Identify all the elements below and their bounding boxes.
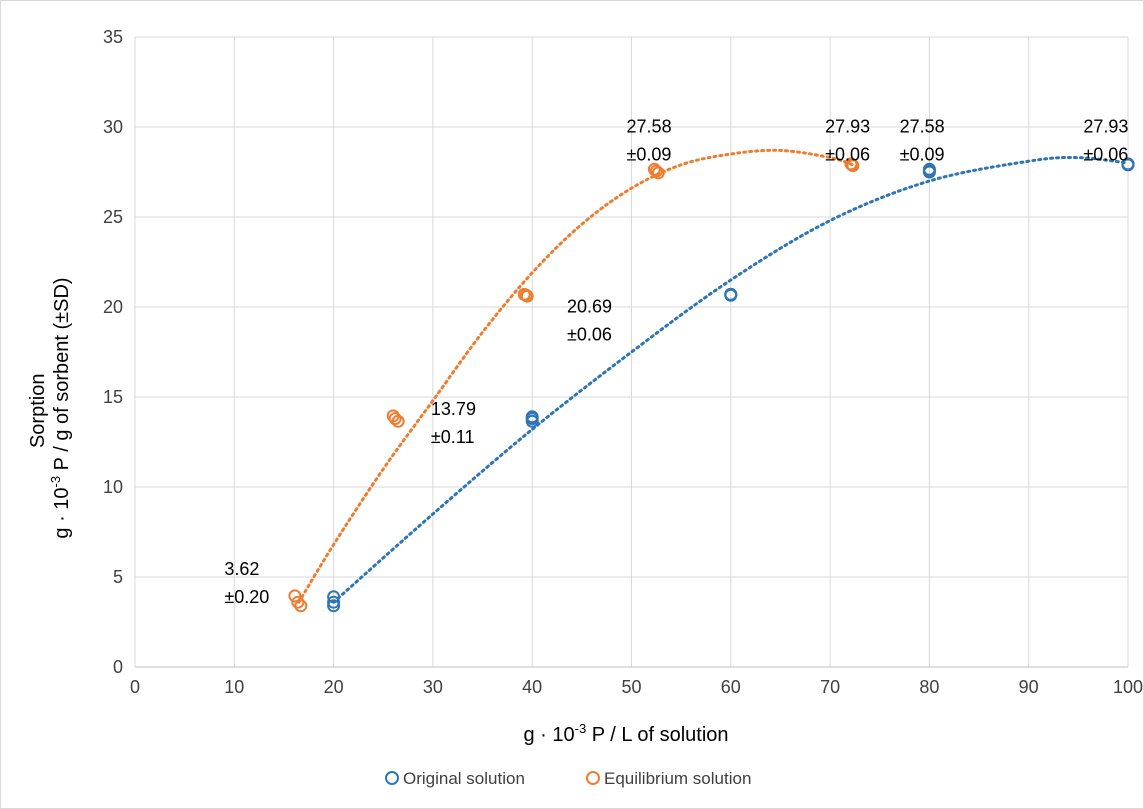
point-original [327,599,341,613]
point-equilibrium [391,414,405,428]
point-equilibrium [647,162,661,176]
tick-labels: 0 10 20 30 40 50 60 70 80 90 100 0 5 10 15 20 25 30 35 [103,27,1143,697]
y-tick-label: 35 [103,27,123,47]
point-equilibrium [288,589,302,603]
legend-marker-original [385,771,399,785]
legend-label-equilibrium: Equilibrium solution [604,769,751,788]
annotation-sd: ±0.09 [900,144,945,164]
annotation-value: 27.93 [1083,116,1128,136]
point-equilibrium [294,599,308,613]
legend: Original solution Equilibrium solution [385,769,751,788]
data-points [288,157,1135,613]
y-axis-title: Sorption g · 10-3 P / g of sorbent (±SD) [27,277,73,538]
x-tick-label: 70 [820,677,840,697]
point-original [922,165,936,179]
point-original [327,590,341,604]
x-tick-label: 50 [621,677,641,697]
legend-marker-equilibrium [586,771,600,785]
x-tick-label: 30 [423,677,443,697]
point-equilibrium [291,595,305,609]
point-equilibrium [651,166,665,180]
x-tick-label: 0 [130,677,140,697]
annotation-value: 20.69 [567,296,612,316]
x-axis-title: g · 10-3 P / L of solution [523,721,728,746]
annotation-sd: ±0.11 [431,427,475,447]
annotation-value: 27.58 [627,116,672,136]
y-tick-label: 10 [103,477,123,497]
point-original [327,595,341,609]
annotation-sd: ±0.20 [224,587,269,607]
x-tick-label: 40 [522,677,542,697]
annotation-value: 27.93 [825,116,870,136]
annotation-value: 13.79 [431,399,476,419]
point-equilibrium [649,164,663,178]
x-axis-title-part1: g · 10 [523,724,574,746]
legend-label-original: Original solution [403,769,525,788]
annotation-sd: ±0.06 [1083,144,1128,164]
point-equilibrium [388,412,402,426]
y-tick-label: 0 [113,657,123,677]
point-original [724,287,738,301]
x-tick-label: 80 [919,677,939,697]
x-axis-title-part2: P / L of solution [586,724,728,746]
point-original [525,414,539,428]
trendline-equilibrium [297,148,855,604]
trendline-original [332,155,1130,604]
point-equilibrium [520,289,534,303]
point-equilibrium [846,159,860,173]
y-axis-title-line2: g · 10-3 P / g of sorbent (±SD) [48,277,73,538]
y-tick-label: 30 [103,117,123,137]
x-tick-label: 20 [324,677,344,697]
x-tick-label: 60 [721,677,741,697]
annotation-value: 27.58 [900,116,945,136]
point-original [1121,158,1135,172]
y-tick-label: 15 [103,387,123,407]
y-tick-label: 25 [103,207,123,227]
annotation-sd: ±0.06 [825,144,870,164]
y-tick-label: 5 [113,567,123,587]
y-axis-title-line1: Sorption [27,374,49,449]
trendlines [297,148,1130,604]
x-axis-title-exp: -3 [575,721,587,736]
gridlines [134,36,1129,668]
x-tick-label: 10 [224,677,244,697]
annotation-value: 3.62 [224,559,259,579]
x-tick-label: 90 [1019,677,1039,697]
x-tick-label: 100 [1113,677,1143,697]
annotation-sd: ±0.09 [627,144,672,164]
y-tick-label: 20 [103,297,123,317]
data-annotations: 3.62 ±0.20 13.79 ±0.11 20.69 ±0.06 27.58 ±0.09 2… [224,116,1128,607]
annotation-sd: ±0.06 [567,324,612,344]
